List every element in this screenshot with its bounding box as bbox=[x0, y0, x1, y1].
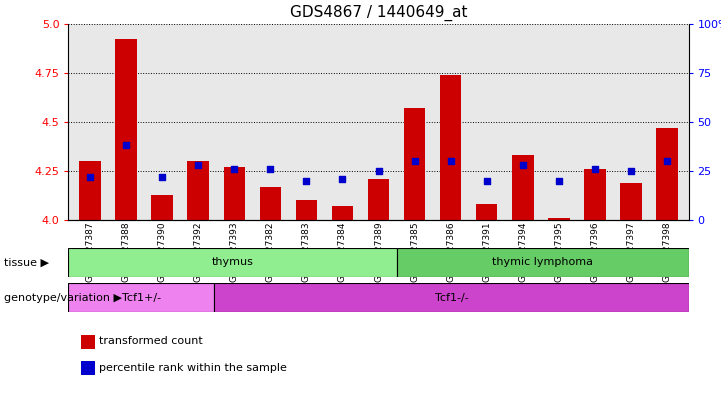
Text: Tcf1-/-: Tcf1-/- bbox=[435, 293, 469, 303]
Point bbox=[409, 158, 420, 164]
Point bbox=[625, 168, 637, 174]
Point bbox=[120, 142, 132, 149]
Bar bbox=[404, 108, 425, 220]
Bar bbox=[81, 362, 94, 375]
Point bbox=[84, 174, 96, 180]
Bar bbox=[115, 39, 137, 220]
Bar bbox=[397, 248, 689, 277]
Bar bbox=[81, 335, 94, 349]
Bar bbox=[68, 283, 214, 312]
Text: thymus: thymus bbox=[212, 257, 254, 267]
Bar bbox=[151, 195, 173, 220]
Point bbox=[517, 162, 528, 168]
Point bbox=[301, 178, 312, 184]
Point bbox=[265, 166, 276, 172]
Bar bbox=[440, 75, 461, 220]
Text: percentile rank within the sample: percentile rank within the sample bbox=[99, 363, 288, 373]
Bar bbox=[187, 161, 209, 220]
Point bbox=[445, 158, 456, 164]
Bar bbox=[512, 155, 534, 220]
Title: GDS4867 / 1440649_at: GDS4867 / 1440649_at bbox=[290, 5, 467, 21]
Text: Tcf1+/-: Tcf1+/- bbox=[122, 293, 161, 303]
Bar bbox=[296, 200, 317, 220]
Bar bbox=[476, 204, 497, 220]
Bar bbox=[68, 248, 397, 277]
Bar bbox=[584, 169, 606, 220]
Point bbox=[553, 178, 565, 184]
Bar bbox=[620, 183, 642, 220]
Point bbox=[193, 162, 204, 168]
Bar bbox=[79, 161, 101, 220]
Point bbox=[229, 166, 240, 172]
Bar bbox=[332, 206, 353, 220]
Text: tissue ▶: tissue ▶ bbox=[4, 257, 48, 267]
Bar bbox=[368, 179, 389, 220]
Bar bbox=[224, 167, 245, 220]
Point bbox=[373, 168, 384, 174]
Bar bbox=[548, 218, 570, 220]
Point bbox=[337, 176, 348, 182]
Text: thymic lymphoma: thymic lymphoma bbox=[492, 257, 593, 267]
Bar bbox=[214, 283, 689, 312]
Bar bbox=[656, 128, 678, 220]
Point bbox=[481, 178, 492, 184]
Text: genotype/variation ▶: genotype/variation ▶ bbox=[4, 293, 122, 303]
Point bbox=[156, 174, 168, 180]
Text: transformed count: transformed count bbox=[99, 336, 203, 346]
Bar bbox=[260, 187, 281, 220]
Point bbox=[589, 166, 601, 172]
Point bbox=[661, 158, 673, 164]
